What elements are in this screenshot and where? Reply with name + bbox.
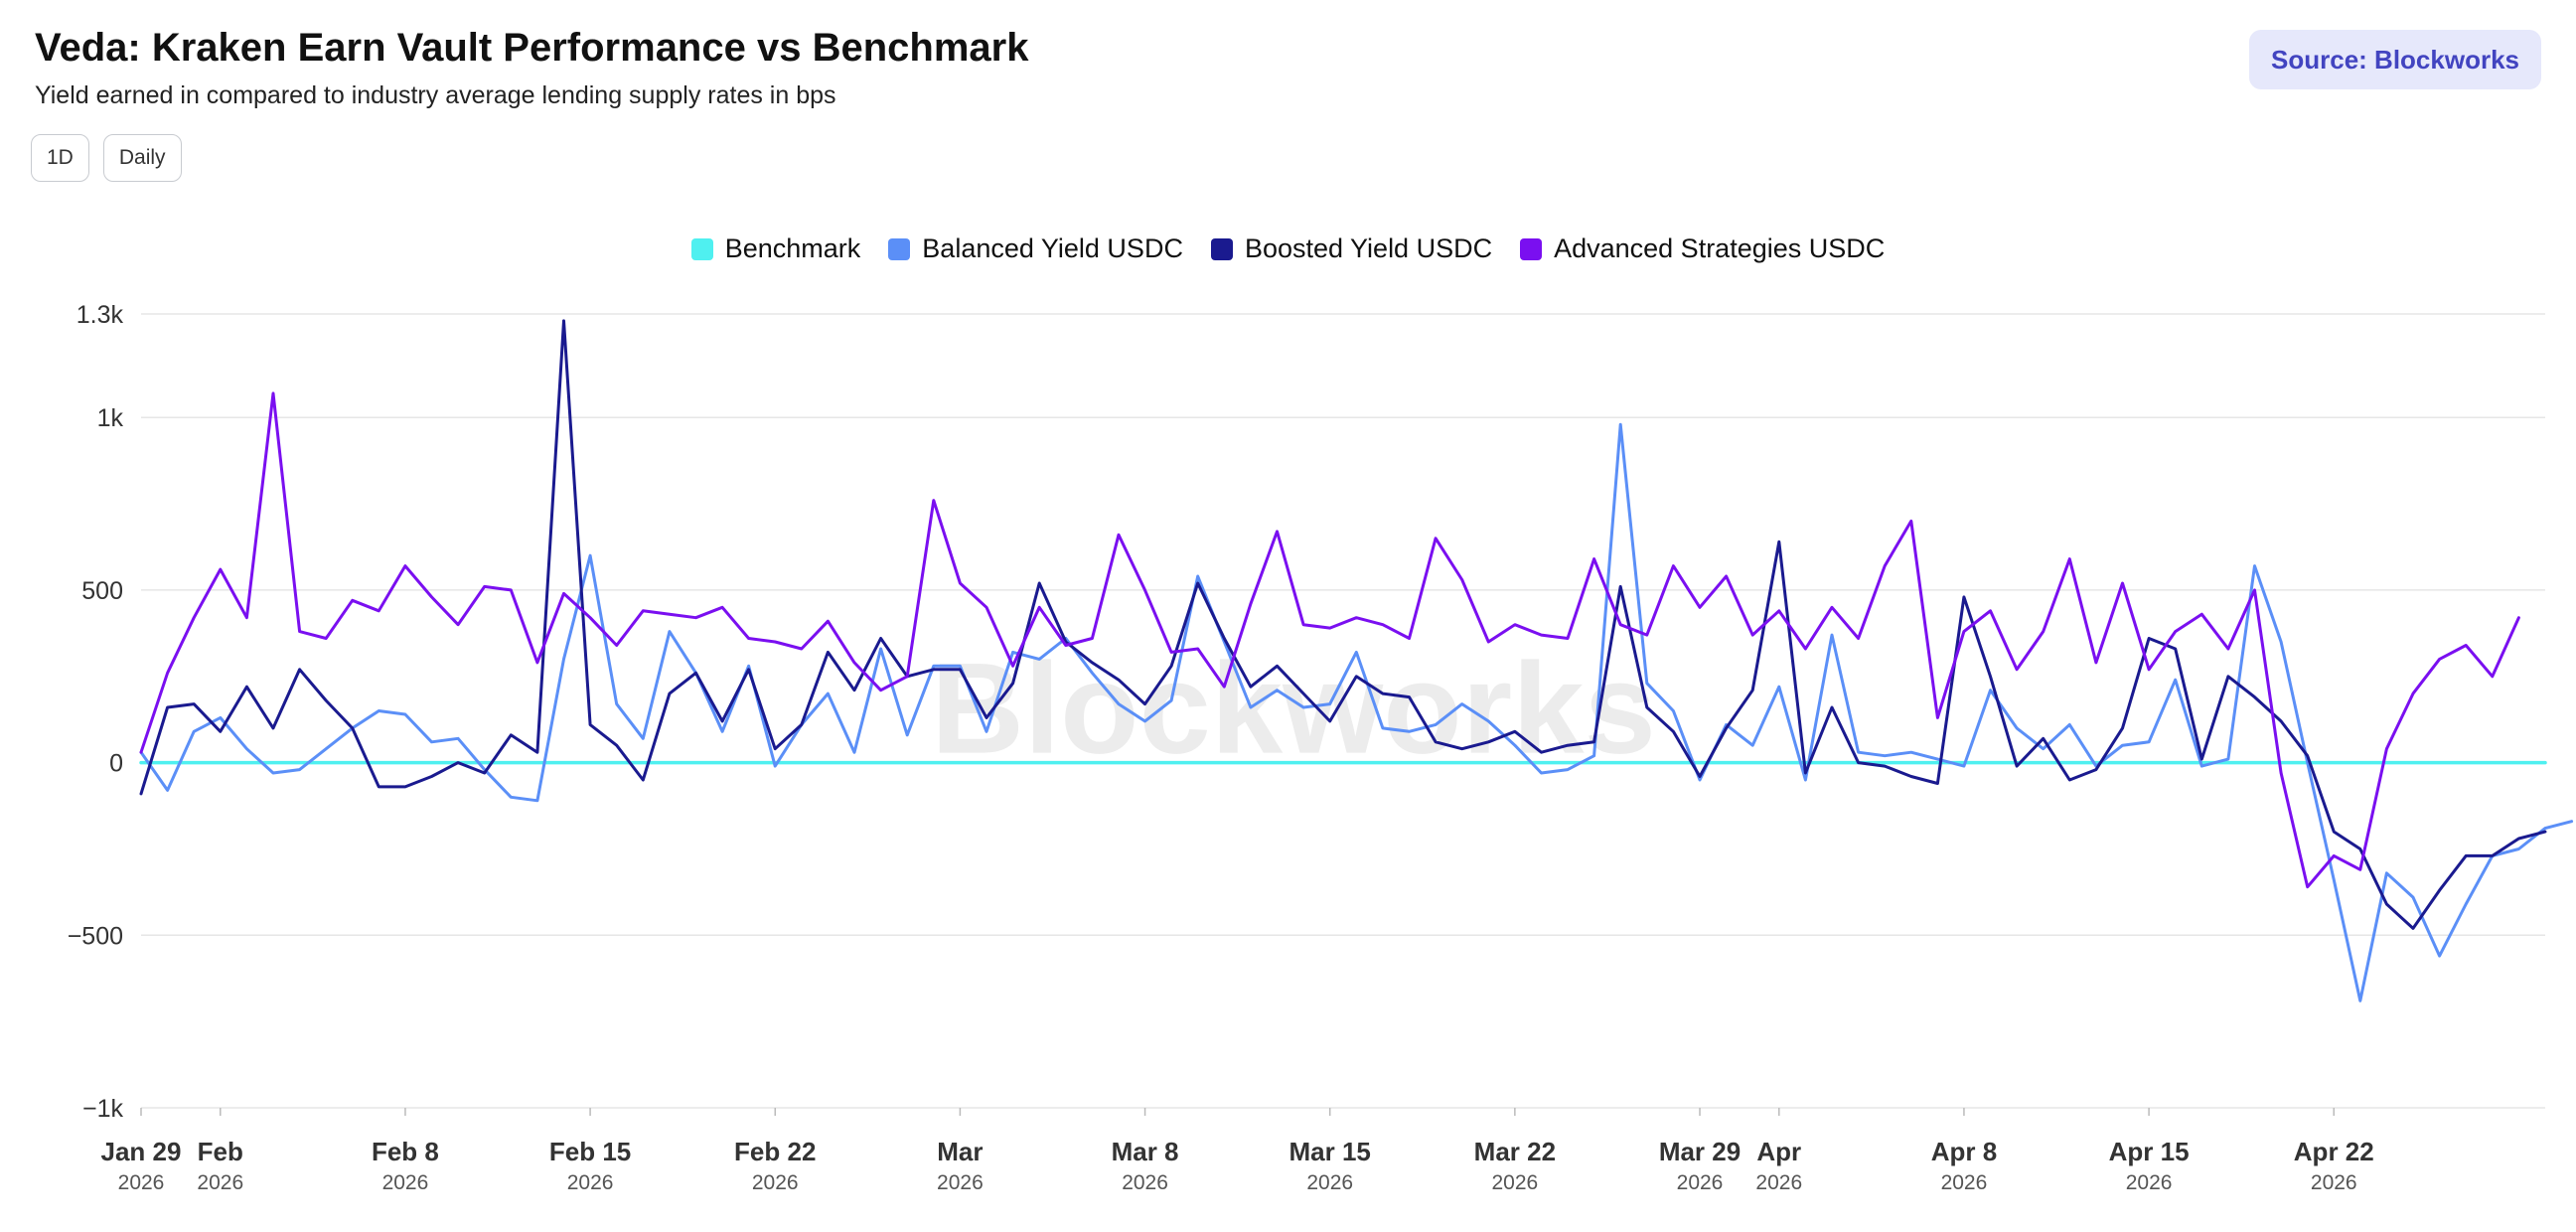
x-tick-label: Apr 15	[2109, 1137, 2190, 1166]
legend-item-benchmark[interactable]: Benchmark	[690, 233, 861, 264]
legend-label-boosted: Boosted Yield USDC	[1244, 233, 1493, 263]
x-tick-year: 2026	[382, 1171, 429, 1194]
legend-swatch-boosted	[1210, 237, 1233, 260]
x-tick-label: Feb 15	[549, 1137, 631, 1166]
y-tick-label: −500	[68, 922, 123, 950]
y-tick-label: −1k	[82, 1095, 124, 1123]
x-tick-label: Mar 8	[1112, 1137, 1179, 1166]
legend-item-advanced[interactable]: Advanced Strategies USDC	[1520, 233, 1885, 264]
y-tick-label: 0	[109, 750, 123, 778]
legend-swatch-balanced	[888, 237, 911, 260]
x-tick-year: 2026	[2126, 1171, 2173, 1194]
y-tick-label: 1.3k	[76, 301, 124, 329]
control-row: 1D Daily	[31, 134, 182, 182]
x-tick-year: 2026	[118, 1171, 165, 1194]
legend-label-balanced: Balanced Yield USDC	[922, 233, 1183, 263]
source-badge[interactable]: Source: Blockworks	[2249, 30, 2541, 89]
x-tick-label: Feb 8	[372, 1137, 439, 1166]
chart-subtitle: Yield earned in compared to industry ave…	[35, 81, 836, 109]
x-tick-year: 2026	[1755, 1171, 1802, 1194]
legend-swatch-benchmark	[690, 237, 713, 260]
x-tick-year: 2026	[752, 1171, 799, 1194]
advanced-strategies-line	[139, 391, 2520, 889]
interval-button[interactable]: 1D	[31, 134, 89, 182]
x-tick-label: Apr	[1756, 1137, 1801, 1166]
legend-label-advanced: Advanced Strategies USDC	[1554, 233, 1886, 263]
legend-label-benchmark: Benchmark	[724, 233, 861, 263]
watermark-text: Blockworks	[931, 636, 1656, 781]
x-tick-label: Mar	[937, 1137, 983, 1166]
x-tick-year: 2026	[197, 1171, 243, 1194]
legend-item-boosted[interactable]: Boosted Yield USDC	[1210, 233, 1493, 264]
granularity-button[interactable]: Daily	[102, 134, 182, 182]
x-tick-label: Feb 22	[734, 1137, 816, 1166]
x-tick-year: 2026	[1306, 1171, 1353, 1194]
chart-title: Veda: Kraken Earn Vault Performance vs B…	[35, 26, 1029, 70]
balanced-yield-line	[139, 422, 2574, 1002]
x-tick-year: 2026	[2311, 1171, 2357, 1194]
legend-swatch-advanced	[1520, 237, 1543, 260]
x-tick-year: 2026	[1941, 1171, 1988, 1194]
x-tick-year: 2026	[1122, 1171, 1168, 1194]
x-tick-year: 2026	[567, 1171, 614, 1194]
x-tick-label: Mar 15	[1289, 1137, 1371, 1166]
x-tick-label: Apr 8	[1931, 1137, 1997, 1166]
x-tick-label: Apr 22	[2294, 1137, 2374, 1166]
x-tick-label: Mar 22	[1474, 1137, 1556, 1166]
x-tick-label: Jan 29	[101, 1137, 182, 1166]
x-tick-year: 2026	[1491, 1171, 1538, 1194]
x-tick-label: Mar 29	[1659, 1137, 1741, 1166]
y-tick-label: 1k	[97, 404, 124, 432]
x-tick-year: 2026	[937, 1171, 984, 1194]
y-tick-label: 500	[81, 577, 123, 605]
chart-legend: Benchmark Balanced Yield USDC Boosted Yi…	[0, 233, 2576, 264]
x-tick-label: Feb	[198, 1137, 243, 1166]
x-tick-year: 2026	[1677, 1171, 1724, 1194]
legend-item-balanced[interactable]: Balanced Yield USDC	[888, 233, 1183, 264]
